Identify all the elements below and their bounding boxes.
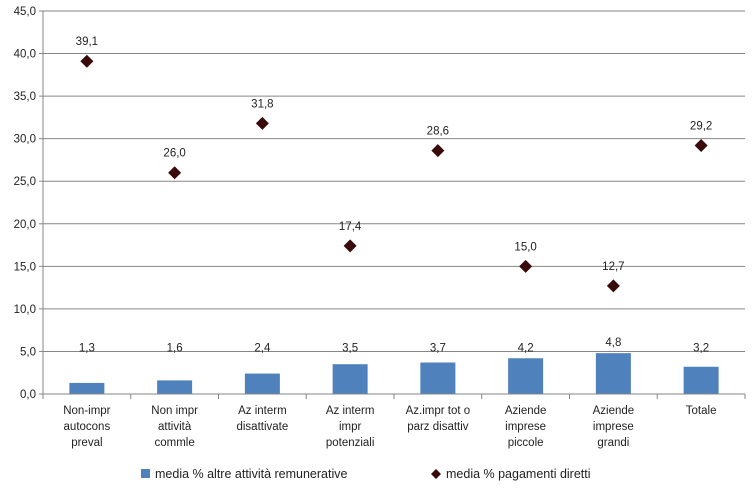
bar	[332, 364, 368, 394]
gridlines	[43, 10, 745, 352]
x-category-label-line: imprese	[593, 421, 634, 433]
diamond-point	[431, 144, 445, 158]
y-tick-label: 25,0	[14, 176, 36, 188]
bar	[595, 353, 631, 394]
legend-label-diamond: media % pagamenti diretti	[446, 467, 591, 481]
x-category-label: Az.impr tot o parz disattiv	[406, 405, 471, 433]
legend-label-bar: media % altre attività remunerative	[155, 467, 347, 481]
x-category-label-line: grandi	[597, 437, 629, 449]
bar	[683, 366, 719, 394]
point-value-label: 29,2	[690, 120, 712, 132]
x-category-label-line: Non impr	[151, 405, 198, 417]
y-tick-label: 5,0	[20, 346, 36, 358]
x-axis: Non-impr autocons preval Non impr attività co…	[42, 393, 746, 449]
x-category-label-line: potenziali	[326, 437, 375, 449]
x-category-label-line: Aziende	[505, 405, 547, 417]
x-category-label: Aziende imprese grandi	[593, 405, 635, 449]
x-category-label: Aziende imprese piccole	[505, 405, 547, 449]
bar-value-label: 4,8	[605, 337, 621, 349]
diamond-point	[168, 166, 182, 180]
bar	[69, 382, 105, 394]
x-category-label-line: commle	[154, 437, 194, 449]
data-labels: 1,3 1,6 2,4 3,5 3,7 4,2 4,8 3,2 39,1 26,0 31,8 17,4…	[76, 36, 713, 354]
bar-value-label: 1,3	[79, 342, 95, 354]
bar-value-label: 3,7	[430, 342, 446, 354]
point-value-label: 15,0	[514, 241, 536, 253]
x-category-label-line: impr	[339, 421, 362, 433]
x-category-label: Non impr attività commle	[151, 405, 198, 449]
bar-value-label: 3,5	[342, 342, 358, 354]
x-category-label: Non-impr autocons preval	[63, 405, 110, 449]
y-tick-label: 10,0	[14, 304, 36, 316]
y-tick-label: 20,0	[14, 219, 36, 231]
y-tick-label: 15,0	[14, 261, 36, 273]
diamond-series	[80, 54, 708, 293]
bar-series	[69, 353, 719, 394]
point-value-label: 26,0	[163, 148, 185, 160]
y-tick-label: 45,0	[14, 6, 36, 18]
bar-value-label: 3,2	[693, 342, 709, 354]
y-tick-label: 40,0	[14, 49, 36, 61]
y-axis: 0,0 5,0 10,0 15,0 20,0 25,0 30,0 35,0 40,0 45,0	[14, 6, 44, 401]
y-tick-label: 0,0	[20, 389, 36, 401]
x-category-label-line: Az interm	[326, 405, 375, 417]
diamond-point	[606, 279, 620, 293]
diamond-point	[519, 259, 533, 273]
x-category-label-line: Non-impr	[63, 405, 110, 417]
diamond-point	[255, 116, 269, 130]
x-category-label-line: Aziende	[593, 405, 635, 417]
x-category-label: Totale	[686, 405, 717, 417]
point-value-label: 17,4	[339, 221, 362, 233]
y-tick-label: 35,0	[14, 91, 36, 103]
point-value-label: 39,1	[76, 36, 98, 48]
point-value-label: 28,6	[427, 126, 449, 138]
bar-value-label: 2,4	[254, 342, 271, 354]
bar	[420, 362, 456, 394]
x-category-label: Az interm disattivate	[236, 405, 288, 433]
x-category-label-line: Az.impr tot o	[406, 405, 471, 417]
diamond-point	[343, 239, 357, 253]
x-category-label-line: parz disattiv	[407, 421, 469, 433]
point-value-label: 31,8	[251, 98, 273, 110]
point-value-label: 12,7	[602, 261, 624, 273]
x-category-label-line: imprese	[505, 421, 546, 433]
diamond-point	[80, 54, 94, 68]
diamond-point	[694, 138, 708, 152]
legend-swatch-bar	[141, 469, 150, 478]
x-category-label-line: Az interm	[238, 405, 287, 417]
x-category-label: Az interm impr potenziali	[326, 405, 375, 449]
bar-value-label: 4,2	[518, 342, 534, 354]
x-category-label-line: piccole	[508, 437, 544, 449]
bar	[244, 373, 280, 394]
legend: media % altre attività remunerative media…	[141, 467, 591, 481]
bar	[508, 358, 544, 394]
x-category-label-line: disattivate	[236, 421, 288, 433]
y-tick-label: 30,0	[14, 134, 36, 146]
x-category-label-line: attività	[158, 421, 192, 433]
x-category-label-line: autocons	[64, 421, 111, 433]
x-category-label-line: preval	[71, 437, 102, 449]
bar-value-label: 1,6	[167, 342, 183, 354]
legend-swatch-diamond	[431, 469, 441, 479]
bar	[157, 380, 193, 394]
x-category-label-line: Totale	[686, 405, 717, 417]
